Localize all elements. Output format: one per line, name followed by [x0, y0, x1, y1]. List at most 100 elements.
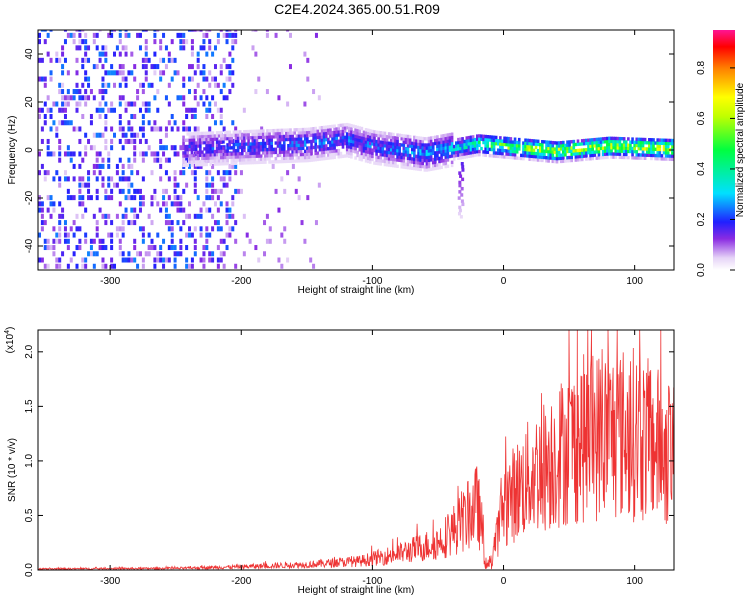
heat-cell: [185, 182, 189, 188]
heat-cell: [585, 141, 588, 146]
heat-cell: [113, 30, 117, 32]
heat-cell: [595, 140, 599, 145]
heat-cell: [205, 188, 209, 194]
heat-cell: [232, 158, 236, 162]
heat-cell: [259, 135, 263, 140]
heat-cell: [222, 149, 225, 153]
heat-cell: [622, 152, 626, 157]
heat-cell: [203, 131, 206, 136]
heat-cell: [104, 70, 108, 76]
heat-cell: [173, 263, 177, 269]
heat-cell: [429, 148, 433, 153]
heat-cell: [339, 142, 343, 146]
heat-cell: [72, 89, 76, 95]
heat-cell: [130, 170, 134, 176]
heat-cell: [295, 137, 299, 141]
heat-cell: [637, 143, 641, 148]
heat-cell: [58, 89, 62, 95]
heat-cell: [225, 170, 229, 176]
heat-cell: [110, 257, 114, 263]
heat-cell: [348, 145, 351, 149]
heat-cell: [327, 125, 330, 129]
heat-cell: [188, 201, 192, 207]
heat-cell: [264, 147, 267, 152]
heat-cell: [98, 207, 102, 213]
heat-cell: [496, 151, 500, 155]
heat-cell: [127, 163, 131, 169]
heat-cell: [257, 129, 261, 133]
heat-cell: [387, 132, 391, 136]
heat-cell: [92, 213, 96, 219]
heat-cell: [320, 132, 324, 136]
heat-cell: [266, 138, 269, 142]
heat-cell: [40, 30, 44, 32]
heat-cell: [622, 140, 626, 144]
heat-cell: [136, 89, 140, 95]
heat-cell: [196, 101, 200, 107]
heat-cell: [425, 158, 429, 163]
heat-cell: [238, 155, 242, 159]
heat-cell: [249, 154, 252, 159]
heat-cell: [442, 159, 446, 163]
heat-cell: [202, 101, 206, 107]
heat-cell: [322, 153, 326, 158]
heat-cell: [381, 140, 385, 145]
heat-cell: [141, 226, 145, 232]
heat-cell: [291, 137, 294, 142]
heat-cell: [314, 136, 318, 140]
heat-cell: [219, 30, 223, 32]
heat-cell: [153, 257, 157, 263]
heat-cell: [40, 138, 44, 144]
heat-cell: [396, 155, 399, 159]
heat-cell: [368, 129, 372, 133]
heat-cell: [570, 140, 574, 144]
heat-cell: [398, 155, 401, 159]
heat-cell: [228, 51, 232, 57]
heat-cell: [429, 139, 433, 143]
heat-cell: [280, 176, 284, 182]
heat-cell: [167, 257, 171, 263]
heat-cell: [637, 137, 641, 142]
heat-cell: [84, 132, 88, 138]
heat-cell: [124, 51, 128, 57]
heat-cell: [366, 134, 370, 139]
heat-cell: [434, 154, 437, 158]
heat-cell: [339, 154, 343, 159]
heat-cell: [297, 156, 301, 160]
heat-cell: [331, 140, 334, 144]
heat-cell: [308, 155, 311, 159]
heat-cell: [570, 149, 574, 153]
heat-cell: [182, 207, 186, 213]
heat-cell: [406, 165, 410, 170]
heat-cell: [473, 153, 477, 157]
heat-cell: [104, 138, 108, 144]
heat-cell: [110, 145, 114, 151]
heat-cell: [138, 45, 142, 51]
heat-cell: [648, 153, 651, 158]
heat-cell: [92, 170, 96, 176]
heat-cell: [225, 182, 229, 188]
heat-cell: [78, 30, 82, 32]
heat-cell: [669, 154, 672, 158]
heat-cell: [138, 151, 142, 157]
heat-cell: [38, 39, 41, 45]
heat-cell: [360, 148, 364, 153]
heat-cell: [98, 51, 102, 57]
heat-cell: [211, 131, 215, 135]
heat-cell: [354, 143, 357, 148]
heat-cell: [429, 142, 433, 147]
heat-cell: [348, 135, 351, 140]
heat-cell: [238, 152, 242, 156]
heat-cell: [75, 70, 79, 76]
heat-cell: [396, 139, 399, 143]
heat-cell: [84, 45, 88, 51]
heat-cell: [190, 132, 194, 136]
heat-cell: [356, 144, 359, 148]
heat-cell: [358, 154, 362, 158]
heat-cell: [394, 148, 397, 153]
heat-cell: [671, 151, 674, 155]
heat-cell: [98, 132, 102, 138]
heat-cell: [536, 142, 540, 147]
heat-cell: [278, 128, 282, 133]
heat-cell: [389, 138, 393, 143]
